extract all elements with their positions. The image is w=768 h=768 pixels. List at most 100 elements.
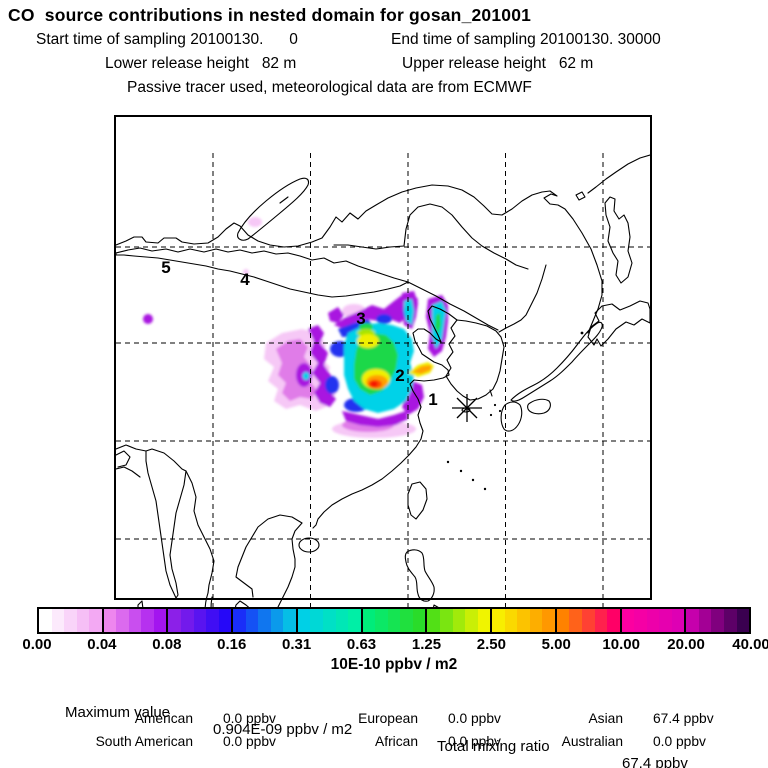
region-value: 0.0 ppbv (223, 734, 276, 749)
region-name: Asian (588, 711, 623, 726)
colorbar-cell (258, 609, 271, 632)
colorbar-cell (153, 609, 167, 632)
colorbar-cell (103, 609, 117, 632)
colorbar-tick-label: 0.16 (217, 636, 247, 653)
colorbar-cell (517, 609, 530, 632)
colorbar-cell (168, 609, 182, 632)
colorbar-cell (348, 609, 361, 632)
colorbar-cell (76, 609, 90, 632)
region-label-3: 3 (356, 309, 365, 328)
max-value-label: Maximum value (65, 704, 171, 721)
colorbar-cell (686, 609, 699, 632)
region-value: 0.0 ppbv (448, 711, 501, 726)
colorbar-cell (711, 609, 724, 632)
colorbar-segment (490, 609, 555, 632)
colorbar-segment (39, 609, 102, 632)
colorbar-cell (270, 609, 284, 632)
region-name: South American (95, 734, 193, 749)
total-ratio-label: Total mixing ratio (437, 738, 550, 755)
colorbar-cell (218, 609, 232, 632)
colorbar-segment (619, 609, 685, 632)
lower-release-text: Lower release height 82 m (105, 55, 297, 72)
region-value: 0.0 ppbv (653, 734, 706, 749)
colorbar-cell (310, 609, 324, 632)
colorbar-cell (323, 609, 336, 632)
region-contrib-row-1: American 0.0 ppbv European 0.0 ppbv Asian 67.… (28, 711, 743, 728)
colorbar-cell (504, 609, 518, 632)
colorbar-segment (360, 609, 426, 632)
sampling-end-text: End time of sampling 20100130. 30000 (391, 31, 661, 48)
colorbar-cell (375, 609, 388, 632)
coastlines (116, 154, 650, 634)
colorbar-cell (128, 609, 142, 632)
colorbar-cell (569, 609, 582, 632)
colorbar-unit: 10E-10 ppbv / m2 (330, 656, 458, 673)
colorbar-cell (492, 609, 505, 632)
region-label-2: 2 (395, 366, 404, 385)
stats-summary-row: Maximum value 0.904E-09 ppbv / m2 Total … (0, 687, 768, 768)
colorbar-cell (698, 609, 712, 632)
colorbar-cell (452, 609, 466, 632)
colorbar-segment (425, 609, 491, 632)
colorbar-cell (89, 609, 102, 632)
region-name: African (375, 734, 418, 749)
colorbar-cell (362, 609, 376, 632)
region-labels-layer: 1 2 3 4 5 (161, 258, 437, 409)
station-star-marker (452, 394, 482, 422)
colorbar-cell (335, 609, 349, 632)
colorbar-cell (141, 609, 154, 632)
colorbar-tick-label: 0.04 (87, 636, 117, 653)
colorbar-cell (387, 609, 401, 632)
colorbar-cell (427, 609, 440, 632)
colorbar-tick-label: 0.63 (346, 636, 377, 653)
tracer-plume (143, 217, 448, 438)
colorbar-segment (231, 609, 296, 632)
colorbar-tick-label: 0.00 (22, 636, 52, 653)
colorbar-cell (529, 609, 543, 632)
colorbar-tick-label: 0.08 (152, 636, 182, 653)
max-value: 0.904E-09 ppbv / m2 (213, 721, 353, 738)
colorbar-tick-label: 2.50 (476, 636, 506, 653)
colorbar-cell (634, 609, 647, 632)
region-name: American (134, 711, 193, 726)
colorbar-cell (439, 609, 453, 632)
colorbar-cell (297, 609, 311, 632)
colorbar-cell (116, 609, 129, 632)
page-title: CO source contributions in nested domain… (8, 5, 532, 25)
colorbar-segment (554, 609, 620, 632)
graticule-grid (116, 153, 650, 634)
colorbar-cell (646, 609, 660, 632)
colorbar-cell (542, 609, 555, 632)
colorbar-cell (283, 609, 296, 632)
region-value: 67.4 ppbv (653, 711, 714, 726)
colorbar-cell (477, 609, 491, 632)
region-label-1: 1 (428, 390, 437, 409)
colorbar-cell (193, 609, 207, 632)
colorbar-cell (736, 609, 750, 632)
colorbar-cell (245, 609, 259, 632)
colorbar-cell (723, 609, 737, 632)
colorbar-tick-label: 20.00 (667, 636, 705, 653)
colorbar-tick-label: 1.25 (411, 636, 442, 653)
colorbar-tick-label: 40.00 (732, 636, 768, 653)
colorbar-cell (206, 609, 219, 632)
colorbar-cell (581, 609, 595, 632)
colorbar-cell (659, 609, 672, 632)
colorbar-cell (621, 609, 635, 632)
colorbar-tick-label: 0.31 (282, 636, 312, 653)
colorbar-tick-label: 10.00 (602, 636, 640, 653)
colorbar-cell (39, 609, 52, 632)
colorbar-cell (233, 609, 246, 632)
colorbar-segment (295, 609, 361, 632)
map-canvas: 1 2 3 4 5 (116, 153, 650, 634)
tracer-note-text: Passive tracer used, meteorological data… (127, 79, 532, 96)
colorbar-segment (166, 609, 232, 632)
region-name: European (358, 711, 418, 726)
colorbar-cell (412, 609, 426, 632)
region-value: 0.0 ppbv (448, 734, 501, 749)
total-ratio-value: 67.4 ppbv (622, 755, 688, 768)
colorbar-cell (400, 609, 413, 632)
islet-dots (446, 331, 584, 491)
colorbar-cell (465, 609, 478, 632)
